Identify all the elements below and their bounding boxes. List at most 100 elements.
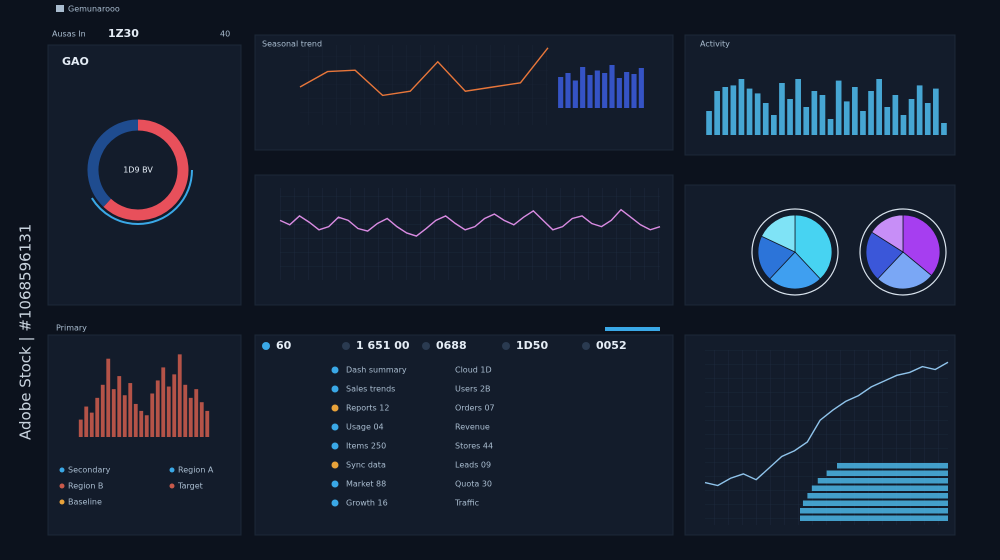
- bar: [852, 87, 858, 135]
- pie-ring: [751, 208, 839, 296]
- list-item: Cloud 1D: [455, 366, 492, 375]
- legend-dot: [59, 483, 65, 489]
- trend-title: Seasonal trend: [262, 40, 322, 49]
- bar: [183, 384, 188, 437]
- status-dot: [422, 342, 430, 350]
- list-icon: [331, 423, 339, 431]
- status-dot: [262, 342, 270, 350]
- bar: [827, 119, 834, 135]
- list-header: 1 651 00: [356, 339, 410, 352]
- bar: [177, 354, 182, 437]
- bar: [594, 70, 600, 108]
- list-header: 60: [276, 339, 292, 352]
- list-item: Users 2B: [455, 385, 491, 394]
- bar: [117, 376, 122, 437]
- status-dot: [582, 342, 590, 350]
- list-item: Stores 44: [455, 442, 493, 451]
- activity-title: Activity: [700, 40, 730, 49]
- bar: [771, 115, 777, 135]
- legend-item: Region B: [68, 482, 103, 491]
- bar: [730, 85, 737, 135]
- bar: [144, 415, 149, 437]
- bar: [128, 383, 133, 437]
- panel-list: [254, 334, 674, 536]
- bar: [580, 67, 586, 108]
- panel-gauge: [47, 44, 242, 306]
- bar: [803, 107, 810, 135]
- hbar: [802, 500, 948, 506]
- header-code: 1Z30: [108, 27, 139, 40]
- app-title: Gemunarooo: [68, 5, 120, 14]
- list-item: Traffic: [454, 499, 479, 508]
- line: [279, 208, 661, 237]
- legend-dot: [169, 483, 175, 489]
- bar: [631, 74, 637, 108]
- pie-slice: [769, 251, 821, 290]
- bar: [714, 91, 720, 135]
- tab-indicator: [605, 327, 660, 331]
- bar: [155, 380, 160, 437]
- bar: [876, 79, 882, 135]
- bar: [916, 85, 923, 135]
- bar: [706, 111, 712, 135]
- bar: [843, 101, 850, 135]
- hbar: [807, 493, 948, 499]
- list-header: 0688: [436, 339, 467, 352]
- hbar: [837, 463, 948, 469]
- bar: [194, 389, 199, 437]
- list-item: Reports 12: [346, 404, 389, 413]
- hbar: [811, 485, 948, 491]
- legend-dot: [169, 467, 175, 473]
- line: [299, 47, 549, 97]
- bar: [609, 65, 615, 108]
- bar: [860, 111, 866, 135]
- status-dot: [502, 342, 510, 350]
- list-icon: [331, 442, 339, 450]
- bar: [84, 406, 89, 437]
- bar: [100, 384, 105, 437]
- bar: [638, 68, 644, 108]
- bar: [738, 79, 745, 135]
- pie-ring: [859, 208, 947, 296]
- list-icon: [331, 499, 339, 507]
- list-icon: [331, 385, 339, 393]
- bar: [908, 99, 915, 135]
- bar: [900, 115, 907, 135]
- bar: [78, 419, 83, 437]
- header-count: 40: [220, 30, 230, 39]
- legend-item: Secondary: [68, 466, 111, 475]
- gauge-outer: [83, 115, 193, 225]
- pie-slice: [902, 214, 941, 277]
- bar: [161, 367, 166, 437]
- hbar: [826, 470, 948, 476]
- list-icon: [331, 480, 339, 488]
- list-item: Sales trends: [346, 385, 395, 394]
- hbar: [817, 478, 948, 484]
- legend-dot: [59, 467, 65, 473]
- legend-item: Target: [177, 482, 203, 491]
- list-icon: [331, 404, 339, 412]
- list-item: Leads 09: [455, 461, 491, 470]
- line: [704, 361, 949, 487]
- legend-title: Primary: [56, 324, 87, 333]
- bar: [166, 386, 171, 437]
- bar: [133, 403, 138, 437]
- bar: [787, 99, 793, 135]
- bar: [754, 93, 761, 135]
- bar: [884, 107, 891, 135]
- pie-slice: [794, 214, 833, 280]
- list-header: 0052: [596, 339, 627, 352]
- bar: [565, 73, 571, 108]
- list-item: Market 88: [346, 480, 386, 489]
- bar: [572, 80, 578, 108]
- bar: [835, 80, 842, 135]
- list-header: 1D50: [516, 339, 548, 352]
- hbar: [800, 515, 948, 521]
- list-icon: [331, 461, 339, 469]
- bar: [941, 123, 947, 135]
- grid: [705, 350, 948, 525]
- pie-slice: [865, 231, 904, 280]
- list-icon: [331, 366, 339, 374]
- bar: [924, 103, 931, 135]
